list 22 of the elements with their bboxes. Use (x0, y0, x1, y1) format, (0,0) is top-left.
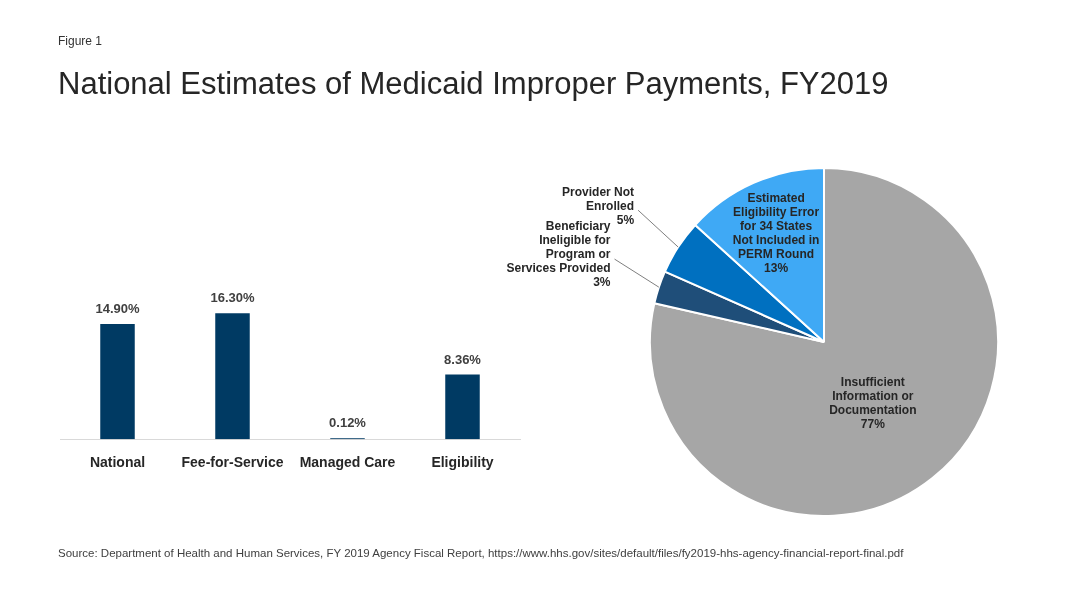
data-label: 77% (860, 416, 886, 431)
x-tick-label: Fee-for-Service (181, 454, 284, 471)
x-tick-label: National (89, 454, 146, 471)
data-label: 13% (764, 261, 789, 276)
x-tick-label: Eligibility (431, 454, 494, 471)
data-label: 16.30% (210, 290, 255, 306)
x-tick-label: Managed Care (299, 454, 396, 471)
bar (100, 323, 135, 440)
source-note: Source: Department of Health and Human Services, FY 2019 Agency Fiscal Report, https://www.hhs.gov/sites/default/files/fy2019-hhs-agency-financial-report-final.pdf (58, 546, 905, 561)
bar (445, 374, 480, 440)
caption: Figure 1 (58, 34, 103, 48)
data-label: 3% (593, 275, 611, 290)
slice-label: Beneficiary Ineligible for Program or Services Provided (506, 219, 611, 276)
data-label: 0.12% (329, 415, 367, 431)
slice-label: Insufficient Information or Documentation (829, 374, 917, 417)
data-label: 8.36% (444, 351, 482, 367)
bar (215, 313, 250, 440)
chart-title: National Estimates of Medicaid Improper Payments, FY2019 (58, 66, 889, 102)
slice-label: Estimated Eligibility Error for 34 States Not Included in PERM Round (732, 191, 820, 262)
slice-label: Provider Not Enrolled (562, 184, 635, 213)
data-label: 5% (616, 212, 635, 227)
data-label: 14.90% (95, 301, 140, 317)
